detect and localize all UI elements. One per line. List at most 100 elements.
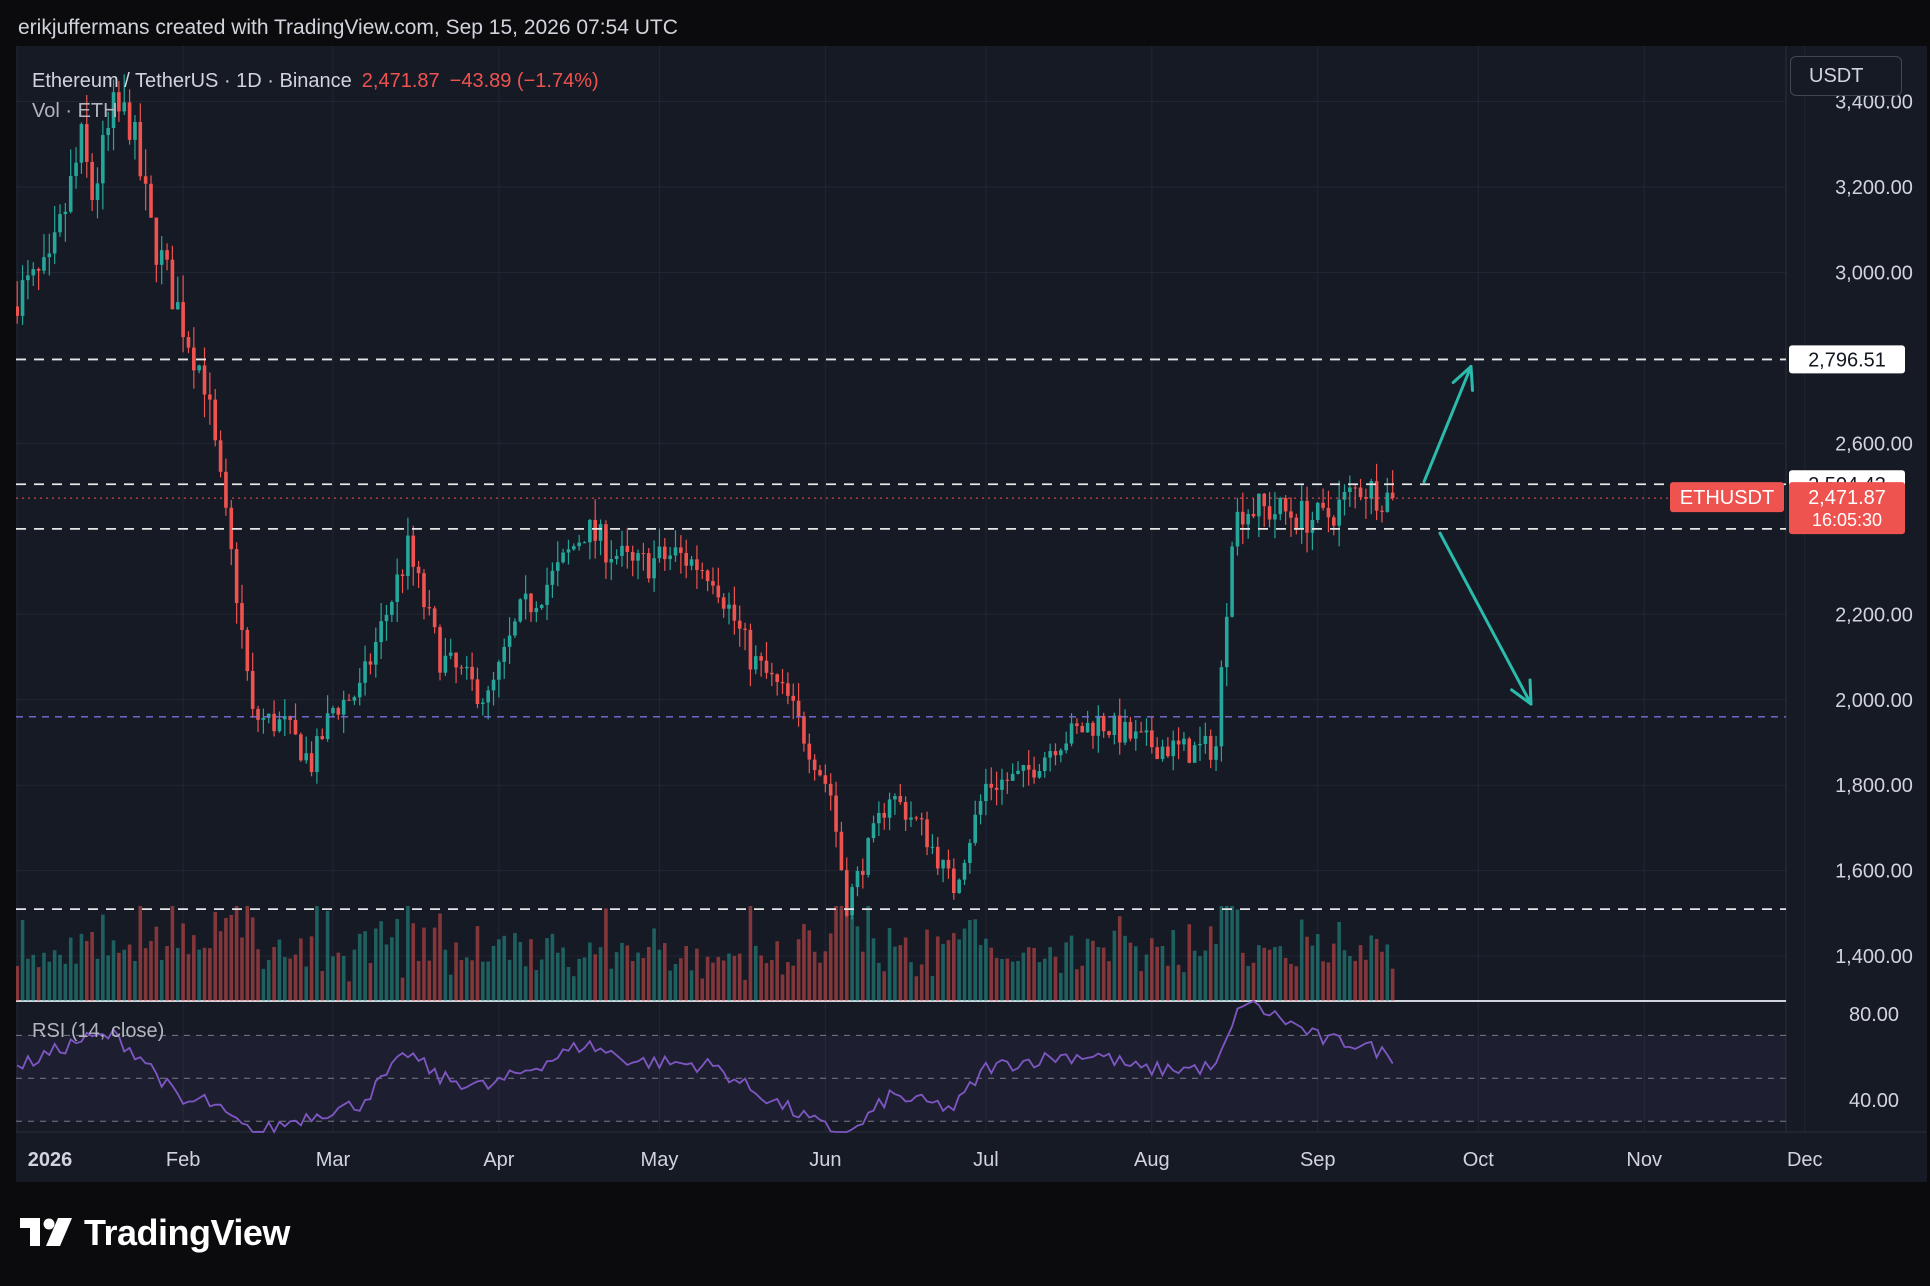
candle[interactable]: [208, 394, 212, 400]
candle[interactable]: [497, 661, 501, 680]
candle[interactable]: [101, 135, 105, 184]
candle[interactable]: [1198, 743, 1202, 746]
candle[interactable]: [1085, 722, 1090, 733]
candle[interactable]: [192, 347, 196, 371]
candle[interactable]: [903, 802, 908, 820]
candle[interactable]: [802, 716, 806, 744]
candle[interactable]: [26, 275, 30, 281]
candle[interactable]: [550, 570, 555, 585]
candle[interactable]: [566, 549, 571, 553]
candle[interactable]: [138, 121, 143, 177]
candle[interactable]: [871, 823, 876, 839]
candle[interactable]: [711, 581, 715, 586]
candle[interactable]: [791, 695, 796, 701]
candle[interactable]: [593, 519, 598, 541]
candle[interactable]: [1000, 779, 1004, 790]
candle[interactable]: [513, 621, 517, 636]
candle[interactable]: [1059, 750, 1063, 756]
candle[interactable]: [250, 671, 255, 709]
candle[interactable]: [283, 716, 287, 720]
candle[interactable]: [1192, 745, 1197, 763]
candle[interactable]: [395, 574, 399, 602]
tradingview-logo[interactable]: TradingView: [20, 1212, 290, 1254]
candle[interactable]: [839, 831, 844, 871]
candle[interactable]: [1101, 715, 1106, 732]
candle[interactable]: [315, 736, 319, 773]
candle[interactable]: [448, 652, 453, 656]
candle[interactable]: [909, 817, 913, 820]
candle[interactable]: [197, 365, 201, 371]
candle[interactable]: [695, 559, 699, 571]
candle[interactable]: [336, 708, 341, 715]
candle[interactable]: [561, 552, 565, 563]
candle[interactable]: [1048, 751, 1052, 758]
candle[interactable]: [106, 127, 110, 136]
candle[interactable]: [844, 870, 849, 916]
candle[interactable]: [1353, 487, 1357, 489]
chart-svg[interactable]: 3,400.00 3,200.00 3,000.00 2,600.00 2,200.00…: [16, 46, 1927, 1182]
candle[interactable]: [1224, 616, 1229, 668]
candle[interactable]: [1133, 731, 1138, 739]
candle[interactable]: [186, 337, 191, 348]
candle[interactable]: [1241, 511, 1245, 525]
candle[interactable]: [470, 666, 474, 680]
candle[interactable]: [507, 635, 512, 647]
candle[interactable]: [834, 795, 838, 832]
candle[interactable]: [432, 608, 437, 628]
candle[interactable]: [341, 699, 346, 715]
candle[interactable]: [52, 232, 57, 254]
candle[interactable]: [770, 672, 774, 675]
candle[interactable]: [368, 661, 373, 665]
candle[interactable]: [1010, 773, 1015, 781]
candle[interactable]: [454, 652, 458, 668]
candle[interactable]: [1075, 723, 1079, 727]
candle[interactable]: [1326, 507, 1331, 518]
candle[interactable]: [1005, 779, 1010, 781]
candle[interactable]: [1278, 497, 1283, 515]
candle[interactable]: [1117, 715, 1122, 743]
candle[interactable]: [373, 642, 378, 665]
candle[interactable]: [1310, 519, 1315, 533]
arrow-down-head[interactable]: [1510, 688, 1533, 706]
candle[interactable]: [984, 783, 988, 802]
candle[interactable]: [111, 92, 116, 128]
candle[interactable]: [625, 545, 630, 552]
candle[interactable]: [935, 846, 940, 869]
candle[interactable]: [1026, 765, 1031, 770]
symbol-label[interactable]: Ethereum / TetherUS · 1D · Binance: [32, 69, 352, 92]
candle[interactable]: [1257, 493, 1261, 517]
candle[interactable]: [1385, 492, 1390, 512]
candle[interactable]: [823, 775, 828, 784]
candle[interactable]: [357, 682, 362, 698]
candle[interactable]: [416, 566, 421, 574]
candle[interactable]: [925, 819, 929, 848]
candle[interactable]: [529, 593, 533, 613]
candle[interactable]: [1235, 511, 1240, 547]
candle[interactable]: [968, 842, 972, 863]
candle[interactable]: [636, 553, 640, 561]
candle[interactable]: [1342, 491, 1347, 500]
candle[interactable]: [1064, 743, 1068, 751]
candle[interactable]: [780, 682, 785, 684]
candle[interactable]: [1364, 497, 1368, 499]
candle[interactable]: [652, 558, 656, 579]
candle[interactable]: [646, 553, 651, 579]
candle[interactable]: [95, 183, 100, 201]
candle[interactable]: [1112, 715, 1117, 736]
candle[interactable]: [36, 269, 41, 271]
candle[interactable]: [379, 621, 383, 643]
candle[interactable]: [1358, 487, 1363, 498]
candle[interactable]: [1203, 735, 1208, 744]
candle[interactable]: [705, 570, 710, 582]
chart-frame[interactable]: 3,400.00 3,200.00 3,000.00 2,600.00 2,200.00…: [16, 46, 1927, 1182]
candle[interactable]: [363, 661, 367, 683]
candle[interactable]: [657, 546, 662, 559]
candle[interactable]: [1042, 757, 1047, 772]
candle[interactable]: [786, 683, 790, 696]
candle[interactable]: [502, 646, 507, 662]
candle[interactable]: [202, 365, 207, 395]
candle[interactable]: [229, 507, 234, 550]
candle[interactable]: [464, 666, 469, 669]
candle[interactable]: [154, 217, 159, 265]
candle[interactable]: [1267, 506, 1272, 520]
